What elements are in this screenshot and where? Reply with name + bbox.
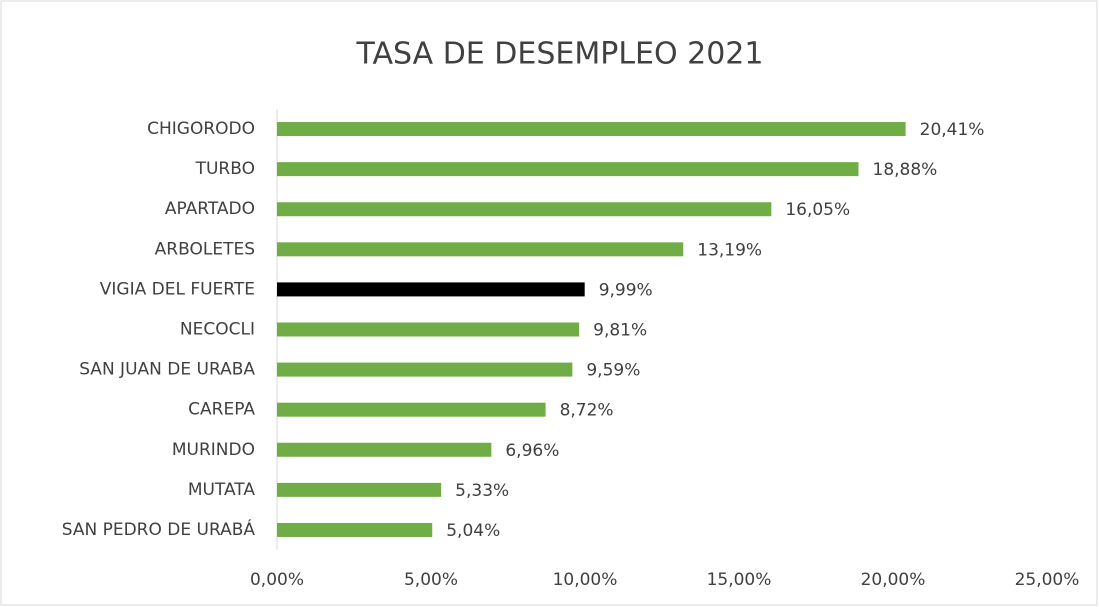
- y-tick-label: CHIGORODO: [147, 119, 255, 139]
- value-label: 13,19%: [697, 240, 762, 260]
- x-tick-label: 0,00%: [250, 570, 304, 590]
- y-tick-label: SAN PEDRO DE URABÁ: [62, 518, 256, 540]
- y-tick-label: TURBO: [195, 159, 255, 179]
- x-tick-label: 15,00%: [707, 570, 772, 590]
- value-label: 6,96%: [505, 441, 559, 461]
- value-label: 20,41%: [920, 120, 985, 140]
- x-tick-label: 20,00%: [861, 570, 926, 590]
- bar: [277, 162, 859, 177]
- value-label: 9,81%: [593, 321, 647, 341]
- y-tick-label: MURINDO: [172, 440, 255, 460]
- y-tick-label: MUTATA: [188, 480, 256, 500]
- y-tick-label: VIGIA DEL FUERTE: [100, 279, 255, 299]
- value-label: 8,72%: [560, 401, 614, 421]
- value-label: 16,05%: [785, 200, 850, 220]
- bar: [277, 202, 772, 217]
- x-tick-label: 5,00%: [404, 570, 458, 590]
- bar: [277, 442, 492, 457]
- y-tick-label: APARTADO: [165, 199, 255, 219]
- chart-title: TASA DE DESEMPLEO 2021: [356, 37, 764, 72]
- x-tick-label: 10,00%: [553, 570, 618, 590]
- value-label: 9,59%: [586, 361, 640, 381]
- y-tick-label: SAN JUAN DE URABA: [79, 360, 255, 380]
- bar: [277, 282, 585, 297]
- value-label: 9,99%: [599, 280, 653, 300]
- bar: [277, 322, 580, 337]
- bar: [277, 522, 433, 537]
- bar: [277, 482, 442, 497]
- value-label: 18,88%: [873, 160, 938, 180]
- bar: [277, 242, 684, 257]
- bar: [277, 362, 573, 377]
- y-tick-label: ARBOLETES: [155, 239, 255, 259]
- value-label: 5,33%: [455, 481, 509, 501]
- bar: [277, 122, 906, 137]
- value-label: 5,04%: [446, 521, 500, 541]
- y-tick-label: NECOCLI: [180, 320, 255, 340]
- x-tick-label: 25,00%: [1015, 570, 1080, 590]
- bar: [277, 402, 546, 417]
- y-tick-label: CAREPA: [188, 400, 255, 420]
